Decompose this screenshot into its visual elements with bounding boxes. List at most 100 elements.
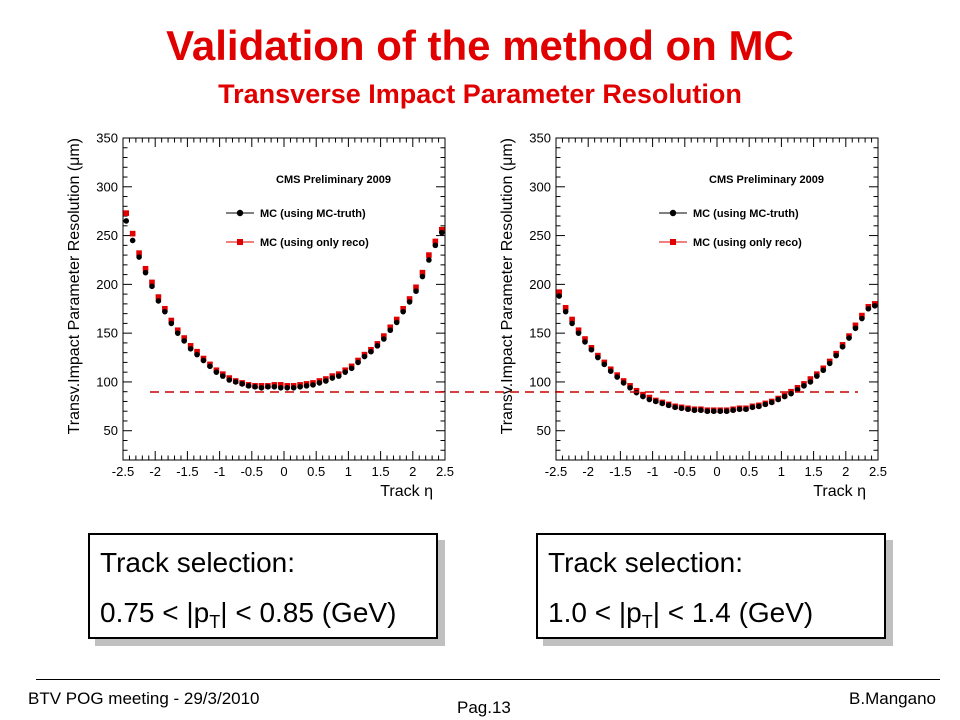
x-axis-title: Track η (813, 483, 866, 500)
data-point (335, 373, 342, 379)
selection-pt-range: 1.0 < |pT| < 1.4 (GeV) (548, 597, 813, 633)
data-point (187, 345, 194, 352)
data-point (852, 322, 859, 329)
data-point (743, 406, 749, 413)
data-point (374, 343, 381, 349)
footer-meeting: BTV POG meeting - 29/3/2010 (28, 689, 260, 708)
resolution-plot-left: -2.5 -2 -1.5 -1 -0.5 0 0.5 1 1.5 2 2.5 50 100 150 200 2… (66, 131, 454, 501)
data-point (653, 398, 659, 405)
footer-author: B.Mangano (849, 689, 936, 708)
slide-title: Validation of the method on MC (166, 22, 794, 69)
data-point (406, 296, 413, 302)
data-point (329, 375, 336, 381)
data-point (387, 327, 394, 334)
data-point (633, 389, 640, 396)
y-tick-label: 250 (529, 228, 551, 243)
data-point (556, 293, 563, 299)
x-tick-label: -0.5 (674, 464, 696, 479)
y-axis-title: Transv.Impact Parameter Resolution (μm) (499, 138, 516, 434)
y-axis: 50 100 150 200 250 300 350 (96, 131, 445, 461)
legend-label: MC (using MC-truth) (693, 208, 799, 220)
y-tick-label: 300 (96, 179, 118, 194)
data-point (846, 335, 852, 341)
y-tick-label: 100 (96, 374, 118, 389)
data-point (142, 265, 149, 272)
plot-caption: CMS Preliminary 2009 (709, 174, 824, 186)
data-point (859, 312, 865, 319)
plot-caption: CMS Preliminary 2009 (276, 174, 391, 186)
data-point (406, 299, 413, 305)
y-tick-label: 250 (96, 228, 118, 243)
data-point (381, 336, 387, 342)
data-point (323, 378, 329, 384)
selection-box-frame: Track selection: 0.75 < |pT| < 0.85 (GeV… (88, 533, 438, 639)
data-point (413, 288, 419, 294)
data-point (678, 405, 685, 412)
data-point (620, 380, 627, 386)
y-tick-label: 100 (529, 374, 551, 389)
data-point (194, 351, 200, 358)
data-point (426, 252, 432, 258)
x-tick-label: -2.5 (112, 464, 134, 479)
x-tick-label: -1 (647, 464, 659, 479)
data-point (691, 407, 698, 414)
data-point (775, 396, 781, 403)
data-point (556, 289, 563, 295)
data-point (569, 320, 575, 327)
data-point (155, 294, 162, 300)
y-tick-label: 350 (96, 131, 118, 146)
data-point (749, 404, 756, 411)
data-point (794, 386, 801, 393)
data-point (762, 401, 769, 408)
data-point (582, 339, 588, 345)
data-point (162, 305, 168, 312)
data-point (348, 365, 355, 372)
pt-subscript: T (209, 612, 221, 632)
x-tick-label: 1 (778, 464, 785, 479)
data-point (672, 404, 678, 411)
data-point (194, 348, 200, 355)
x-tick-label: -2 (149, 464, 161, 479)
data-point (595, 354, 601, 361)
x-tick-label: -1 (214, 464, 226, 479)
x-tick-label: -2 (582, 464, 594, 479)
data-point (756, 403, 762, 410)
x-tick-label: 1.5 (805, 464, 823, 479)
data-point (361, 353, 368, 360)
data-point (871, 303, 878, 309)
data-point (213, 369, 220, 375)
series-mc-truth (123, 218, 445, 391)
x-tick-label: 0.5 (307, 464, 325, 479)
x-tick-label: 2.5 (869, 464, 887, 479)
data-point (168, 317, 175, 324)
data-point (704, 408, 711, 415)
data-point (607, 368, 614, 375)
pt-suffix: | < 1.4 (GeV) (652, 597, 814, 628)
data-point (149, 279, 155, 286)
y-tick-label: 200 (529, 277, 551, 292)
data-point (393, 316, 400, 323)
data-point (562, 308, 569, 315)
data-point (265, 384, 271, 390)
data-point (232, 379, 239, 385)
data-point (297, 384, 303, 390)
data-point (685, 406, 691, 413)
data-point (381, 333, 387, 339)
data-point (174, 327, 181, 334)
data-point (807, 376, 814, 382)
data-point (142, 269, 149, 276)
pt-subscript: T (641, 612, 653, 632)
x-tick-label: -2.5 (545, 464, 567, 479)
data-point (155, 298, 162, 304)
x-axis: -2.5 -2 -1.5 -1 -0.5 0 0.5 1 1.5 2 2.5 (112, 138, 454, 479)
legend-marker-square (237, 239, 243, 245)
pt-prefix: 0.75 < |p (100, 597, 210, 628)
data-point (316, 380, 323, 386)
data-point (569, 316, 575, 323)
data-point (562, 304, 569, 311)
track-selection-box-right: Track selection: 1.0 < |pT| < 1.4 (GeV) (536, 533, 893, 646)
pt-suffix: | < 0.85 (GeV) (220, 597, 397, 628)
footer-page-number: Pag.13 (457, 698, 511, 717)
data-point (698, 407, 704, 414)
data-point (123, 218, 130, 224)
